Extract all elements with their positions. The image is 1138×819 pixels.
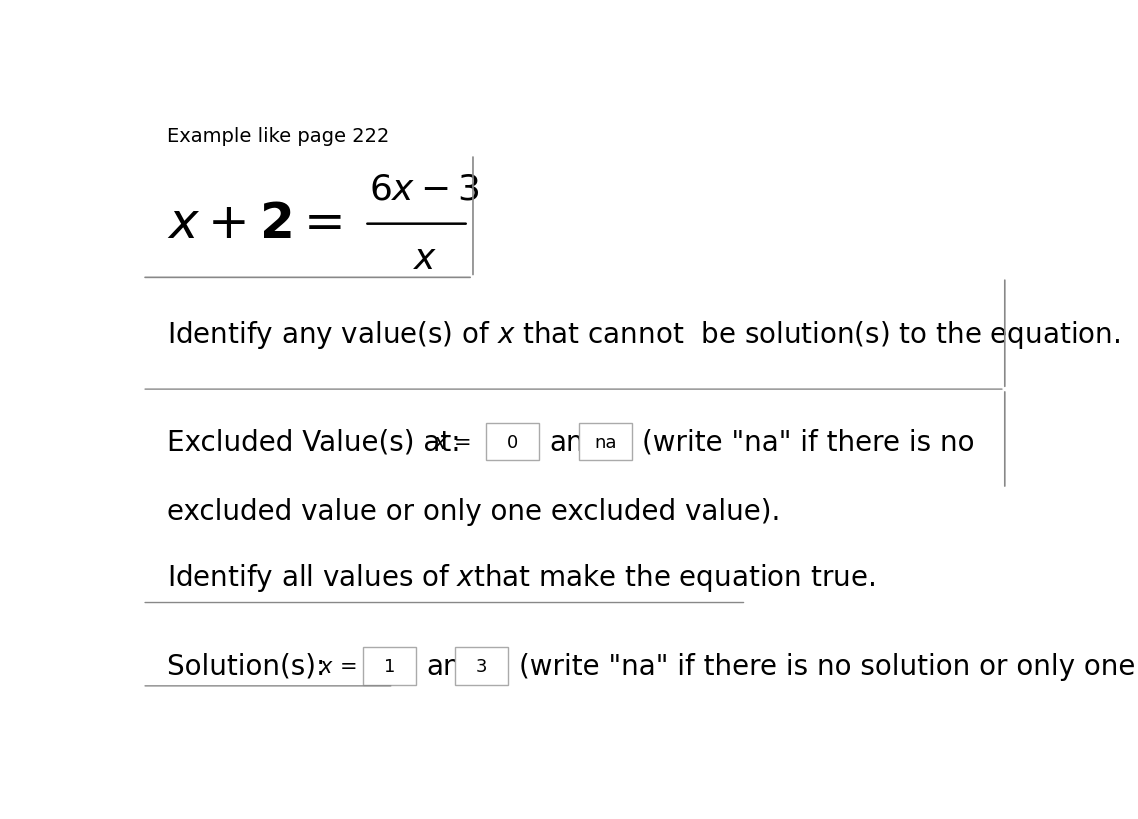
Text: (write "na" if there is no: (write "na" if there is no: [642, 428, 975, 456]
FancyBboxPatch shape: [363, 647, 415, 685]
Text: (write "na" if there is no solution or only one solution).: (write "na" if there is no solution or o…: [519, 652, 1138, 680]
Text: Solution(s):: Solution(s):: [167, 652, 335, 680]
Text: 0: 0: [508, 433, 518, 451]
Text: Excluded Value(s) at:: Excluded Value(s) at:: [167, 428, 470, 456]
Text: $\mathbf{\mathit{x}} + \mathbf{2} =$: $\mathbf{\mathit{x}} + \mathbf{2} =$: [167, 200, 343, 249]
Text: $\mathit{x}$: $\mathit{x}$: [413, 242, 437, 276]
Text: $x\,=$: $x\,=$: [434, 432, 471, 452]
FancyBboxPatch shape: [486, 423, 539, 461]
Text: $x\,=$: $x\,=$: [319, 656, 356, 676]
Text: and: and: [550, 428, 602, 456]
Text: and: and: [427, 652, 478, 680]
Text: 3: 3: [476, 657, 487, 675]
FancyBboxPatch shape: [579, 423, 632, 461]
Text: Identify all values of $x$that make the equation true.: Identify all values of $x$that make the …: [167, 562, 875, 594]
Text: Identify any value(s) of $x$ that cannot  be solution(s) to the equation.: Identify any value(s) of $x$ that cannot…: [167, 319, 1120, 351]
Text: Example like page 222: Example like page 222: [167, 127, 389, 146]
FancyBboxPatch shape: [455, 647, 509, 685]
Text: $\mathit{6x}-\mathit{3}$: $\mathit{6x}-\mathit{3}$: [369, 173, 479, 206]
Text: na: na: [594, 433, 617, 451]
Text: excluded value or only one excluded value).: excluded value or only one excluded valu…: [167, 497, 781, 525]
Text: 1: 1: [384, 657, 395, 675]
